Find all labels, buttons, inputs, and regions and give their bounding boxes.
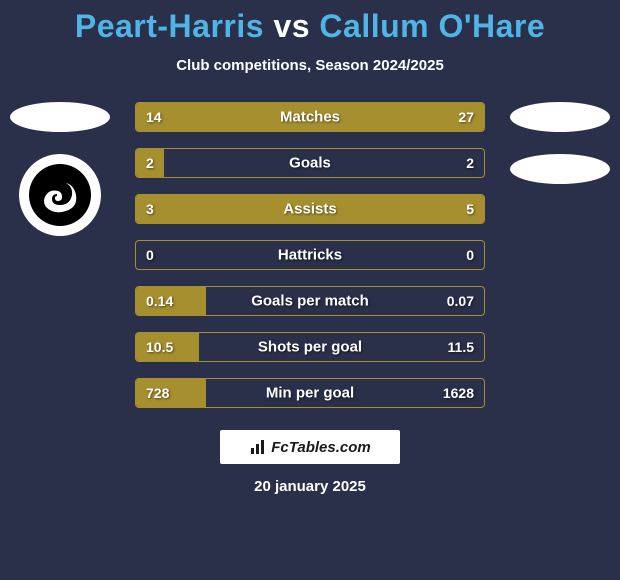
content-area: 14 Matches 27 2 Goals 2 3 Assists 5 0 Hattricks 0 0.… bbox=[0, 102, 620, 408]
player1-name: Peart-Harris bbox=[75, 8, 264, 44]
stat-value-right: 2 bbox=[466, 155, 474, 171]
stat-value-right: 0.07 bbox=[447, 293, 474, 309]
stat-bar: 10.5 Shots per goal 11.5 bbox=[135, 332, 485, 362]
stat-value-right: 1628 bbox=[443, 385, 474, 401]
stat-label: Goals bbox=[289, 155, 331, 172]
stat-bar: 3 Assists 5 bbox=[135, 194, 485, 224]
stat-bar: 2 Goals 2 bbox=[135, 148, 485, 178]
stat-label: Assists bbox=[283, 201, 336, 218]
stat-label: Min per goal bbox=[266, 385, 354, 402]
stat-bar: 0 Hattricks 0 bbox=[135, 240, 485, 270]
stat-value-left: 0.14 bbox=[146, 293, 173, 309]
stat-bar: 14 Matches 27 bbox=[135, 102, 485, 132]
stat-label: Goals per match bbox=[251, 293, 369, 310]
vs-text: vs bbox=[273, 8, 310, 44]
report-date: 20 january 2025 bbox=[0, 478, 620, 495]
stat-value-right: 5 bbox=[466, 201, 474, 217]
club-badge-left bbox=[19, 154, 101, 236]
stat-label: Hattricks bbox=[278, 247, 342, 264]
country-flag-right bbox=[510, 102, 610, 132]
club-badge-right bbox=[510, 154, 610, 184]
subtitle: Club competitions, Season 2024/2025 bbox=[0, 57, 620, 74]
player2-name: Callum O'Hare bbox=[319, 8, 545, 44]
bar-fill-left bbox=[136, 195, 265, 223]
country-flag-left bbox=[10, 102, 110, 132]
stat-value-right: 27 bbox=[458, 109, 474, 125]
swansea-logo-icon bbox=[28, 163, 92, 227]
fctables-logo: FcTables.com bbox=[220, 430, 400, 464]
comparison-title: Peart-Harris vs Callum O'Hare bbox=[0, 0, 620, 45]
stat-value-right: 0 bbox=[466, 247, 474, 263]
stat-label: Shots per goal bbox=[258, 339, 362, 356]
stat-label: Matches bbox=[280, 109, 340, 126]
right-badge-column bbox=[510, 102, 610, 184]
chart-icon bbox=[249, 438, 267, 456]
fctables-text: FcTables.com bbox=[271, 439, 370, 456]
stat-bar: 0.14 Goals per match 0.07 bbox=[135, 286, 485, 316]
stats-bars: 14 Matches 27 2 Goals 2 3 Assists 5 0 Hattricks 0 0.… bbox=[135, 102, 485, 408]
stat-value-left: 728 bbox=[146, 385, 169, 401]
stat-value-left: 10.5 bbox=[146, 339, 173, 355]
stat-value-left: 14 bbox=[146, 109, 162, 125]
stat-value-right: 11.5 bbox=[448, 339, 474, 355]
stat-value-left: 0 bbox=[146, 247, 154, 263]
stat-value-left: 2 bbox=[146, 155, 154, 171]
left-badge-column bbox=[10, 102, 110, 236]
stat-bar: 728 Min per goal 1628 bbox=[135, 378, 485, 408]
stat-value-left: 3 bbox=[146, 201, 154, 217]
